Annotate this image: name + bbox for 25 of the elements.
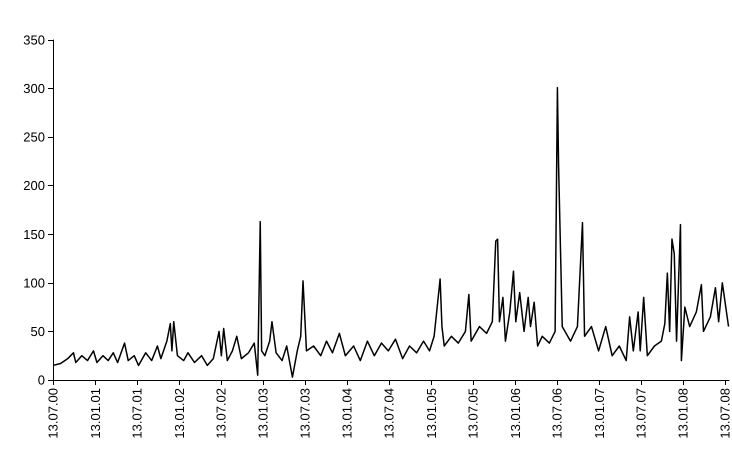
x-tick-label: 13.07.08: [718, 388, 732, 439]
x-tick-label: 13.01.06: [508, 388, 523, 439]
x-tick-label: 13.07.02: [213, 388, 228, 439]
x-tick-label: 13.07.04: [382, 388, 397, 439]
y-tick-label: 200: [23, 178, 45, 194]
y-tick-label: 350: [23, 32, 45, 48]
x-tick-label: 13.07.01: [129, 388, 144, 439]
y-tick-label: 50: [30, 324, 45, 339]
y-tick-label: 150: [23, 226, 45, 242]
x-tick-label: 13.01.04: [340, 388, 355, 439]
x-tick-label: 13.01.08: [676, 388, 691, 439]
x-tick-label: 13.01.02: [172, 388, 187, 439]
x-tick-label: 13.07.05: [466, 388, 480, 439]
y-tick-label: 300: [23, 81, 45, 96]
x-tick-label: 13.01.07: [592, 388, 607, 439]
x-tick-label: 13.07.03: [297, 388, 312, 439]
y-tick-label: 0: [38, 372, 45, 388]
x-tick-label: 13.01.01: [88, 388, 103, 439]
x-tick-label: 13.07.00: [46, 388, 60, 439]
x-tick-label: 13.01.05: [424, 388, 439, 439]
x-tick-label: 13.07.06: [549, 388, 564, 439]
y-tick-label: 100: [23, 275, 45, 290]
y-tick-label: 250: [23, 130, 45, 145]
x-tick-label: 13.01.03: [256, 388, 271, 439]
x-tick-label: 13.07.07: [633, 388, 648, 439]
